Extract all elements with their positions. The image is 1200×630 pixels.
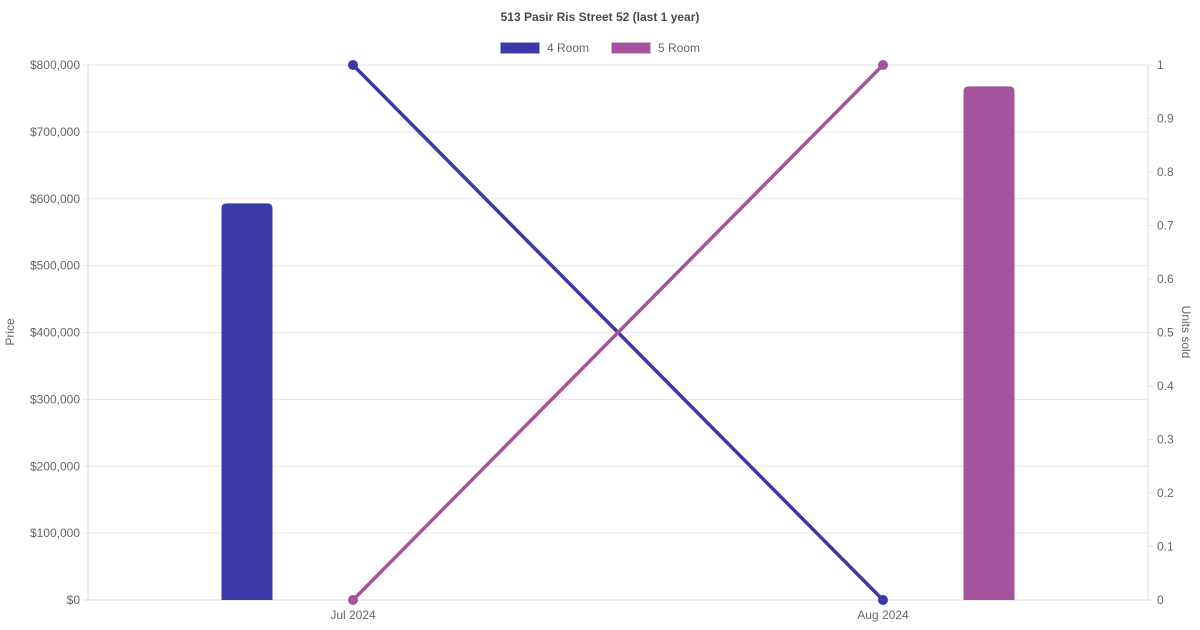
bar-5-room <box>963 86 1015 600</box>
line-5-room <box>351 63 885 602</box>
right-axis-tick-label: 0.5 <box>1157 326 1174 340</box>
right-axis-tick-label: 0.4 <box>1157 379 1174 393</box>
right-axis-title: Units sold <box>1179 305 1193 359</box>
chart-title: 513 Pasir Ris Street 52 (last 1 year) <box>500 10 700 24</box>
right-axis-tick-label: 0 <box>1157 593 1164 607</box>
left-axis-tick-label: $800,000 <box>30 58 80 72</box>
chart-legend: 4 Room 5 Room <box>0 41 1200 55</box>
point-4-room <box>348 60 358 70</box>
right-axis-tick-label: 0.9 <box>1157 112 1174 126</box>
right-axis-tick-label: 0.2 <box>1157 486 1174 500</box>
legend-item-5-room[interactable]: 5 Room <box>611 41 700 55</box>
legend-label-4-room: 4 Room <box>546 41 589 55</box>
legend-item-4-room[interactable]: 4 Room <box>499 41 589 55</box>
right-axis-tick-label: 0.6 <box>1157 272 1174 286</box>
left-axis-tick-label: $0 <box>67 593 81 607</box>
point-4-room <box>878 595 888 605</box>
point-5-room <box>878 60 888 70</box>
point-5-room <box>348 595 358 605</box>
legend-swatch-4-room <box>499 42 540 54</box>
left-axis-tick-label: $200,000 <box>30 459 80 473</box>
left-axis-tick-label: $600,000 <box>30 192 80 206</box>
bar-4-room <box>221 203 273 600</box>
right-axis-tick-label: 0.1 <box>1157 540 1174 554</box>
left-axis-tick-label: $100,000 <box>30 526 80 540</box>
right-axis-tick-label: 0.8 <box>1157 165 1174 179</box>
left-axis-title: Price <box>3 318 17 346</box>
x-axis-tick-label: Jul 2024 <box>330 608 376 622</box>
x-axis-tick-label: Aug 2024 <box>857 608 909 622</box>
left-axis-tick-label: $400,000 <box>30 326 80 340</box>
left-axis-tick-label: $500,000 <box>30 259 80 273</box>
legend-label-5-room: 5 Room <box>658 41 701 55</box>
right-axis-tick-label: 0.7 <box>1157 219 1174 233</box>
left-axis-tick-label: $700,000 <box>30 125 80 139</box>
legend-swatch-5-room <box>611 42 651 54</box>
right-axis-tick-label: 0.3 <box>1157 433 1174 447</box>
left-axis-tick-label: $300,000 <box>30 392 80 406</box>
right-axis-tick-label: 1 <box>1157 58 1164 72</box>
